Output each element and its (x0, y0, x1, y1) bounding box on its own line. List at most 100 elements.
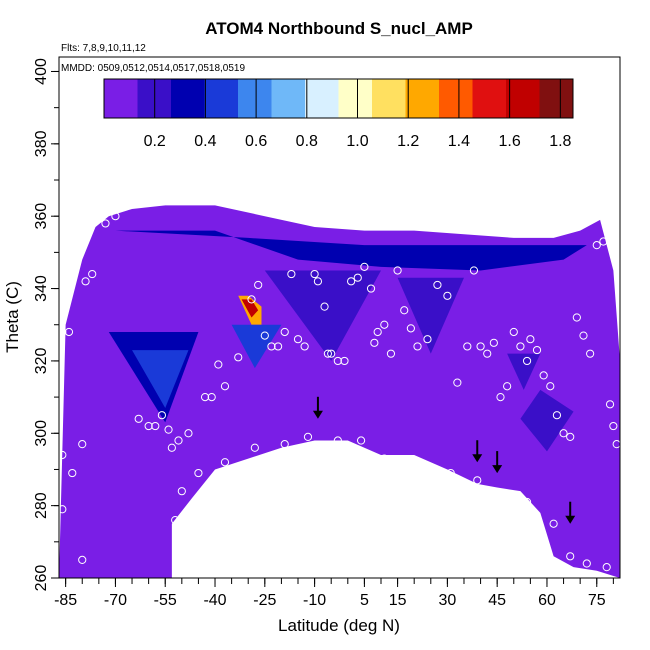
sample-point (532, 345, 542, 355)
sample-point (413, 342, 422, 351)
sample-point (214, 360, 223, 369)
sample-point (260, 331, 269, 340)
sample-point (609, 421, 618, 431)
sample-point (546, 382, 555, 391)
colorbar-segment (372, 79, 406, 118)
sample-point (380, 454, 389, 463)
sample-point (602, 563, 611, 572)
sample-point (592, 241, 601, 250)
arrow-head (565, 515, 576, 524)
sample-point (320, 302, 329, 311)
sample-point (522, 356, 532, 366)
arrow-head (472, 454, 483, 463)
sample-point (327, 349, 336, 358)
sample-point (220, 458, 230, 467)
sample-point (526, 335, 535, 344)
sample-point (81, 277, 90, 286)
field-left-triangle-inner (132, 350, 189, 408)
y-tick-label: 360 (33, 203, 50, 230)
colorbar-tick-label: 1.2 (397, 133, 419, 150)
x-tick-label: -55 (154, 592, 177, 609)
sample-point (366, 284, 376, 293)
sample-point (586, 349, 595, 358)
sample-point (496, 490, 505, 499)
sample-point (516, 342, 525, 351)
sample-point (453, 378, 462, 387)
colorbar-segment (405, 79, 440, 118)
sample-point (356, 436, 366, 445)
field-hotspot-core (241, 299, 259, 318)
sample-point (423, 335, 432, 344)
x-tick-label: -40 (203, 592, 226, 609)
sample-point (566, 552, 575, 561)
arrow-marker (312, 396, 323, 419)
x-axis-label: Latitude (deg N) (278, 616, 400, 635)
y-tick-label: 400 (33, 58, 50, 85)
field-upper-band (115, 230, 587, 271)
y-tick-label: 320 (33, 347, 50, 374)
sample-point (503, 382, 512, 391)
sample-point (200, 392, 210, 402)
sample-point (539, 371, 548, 380)
sample-point (144, 421, 153, 431)
colorbar-segment (238, 79, 272, 118)
sample-point (572, 313, 581, 322)
colorbar-segment (439, 79, 473, 118)
y-tick-label: 300 (33, 420, 50, 447)
sample-point (463, 342, 472, 351)
sample-point (184, 429, 193, 438)
sample-point (549, 519, 558, 528)
sample-point (522, 497, 532, 507)
data-envelope (59, 205, 620, 578)
sample-point (599, 237, 608, 246)
sample-point (164, 425, 173, 434)
sample-point (58, 327, 67, 337)
colorbar-tick-label: 0.8 (296, 133, 318, 150)
sample-point (101, 219, 110, 228)
sample-point (386, 349, 396, 358)
x-tick-label: -10 (303, 592, 326, 609)
colorbar-frame (103, 78, 574, 119)
arrow-marker (492, 451, 503, 474)
sample-point (287, 269, 296, 279)
y-tick-label: 380 (33, 130, 50, 157)
y-axis: 260 280 300 320 340 360 380 400 (33, 58, 59, 591)
sample-point (323, 349, 332, 358)
colorbar-segment (104, 79, 138, 118)
arrow-head (492, 465, 503, 474)
sample-point (370, 338, 379, 347)
sample-point (380, 320, 389, 329)
colorbar-segment (472, 79, 507, 118)
x-tick-label: -25 (253, 592, 276, 609)
sample-point (333, 356, 342, 366)
sample-point (400, 306, 409, 315)
sample-point (310, 269, 319, 279)
colorbar-segment (271, 79, 306, 118)
sample-point (220, 382, 230, 391)
sample-point (194, 468, 203, 478)
sample-point (174, 436, 183, 445)
colorbar: 0.2 0.4 0.6 0.8 1.0 1.2 1.4 1.6 1.8 (103, 78, 574, 150)
colorbar-tick-label: 1.0 (346, 133, 368, 150)
y-tick-label: 260 (33, 565, 50, 592)
colorbar-segment (539, 79, 574, 118)
plot-frame (58, 56, 621, 579)
dates-note: MMDD: 0509,0512,0514,0517,0518,0519 (61, 63, 245, 74)
arrow-marker (472, 440, 483, 463)
sample-point (360, 262, 369, 271)
y-tick-label: 340 (33, 275, 50, 302)
sample-point (300, 342, 309, 351)
sample-point (509, 327, 518, 337)
sample-point (151, 421, 160, 431)
colorbar-segment (171, 79, 205, 118)
arrow-marker (565, 501, 576, 524)
sample-point (410, 458, 419, 467)
sample-point (473, 476, 482, 485)
x-tick-label: -70 (104, 592, 127, 609)
sample-point (476, 342, 485, 351)
sample-point (313, 277, 323, 286)
colorbar-segment (305, 79, 339, 118)
sample-point (347, 277, 356, 286)
field-mid-patch (231, 324, 282, 369)
